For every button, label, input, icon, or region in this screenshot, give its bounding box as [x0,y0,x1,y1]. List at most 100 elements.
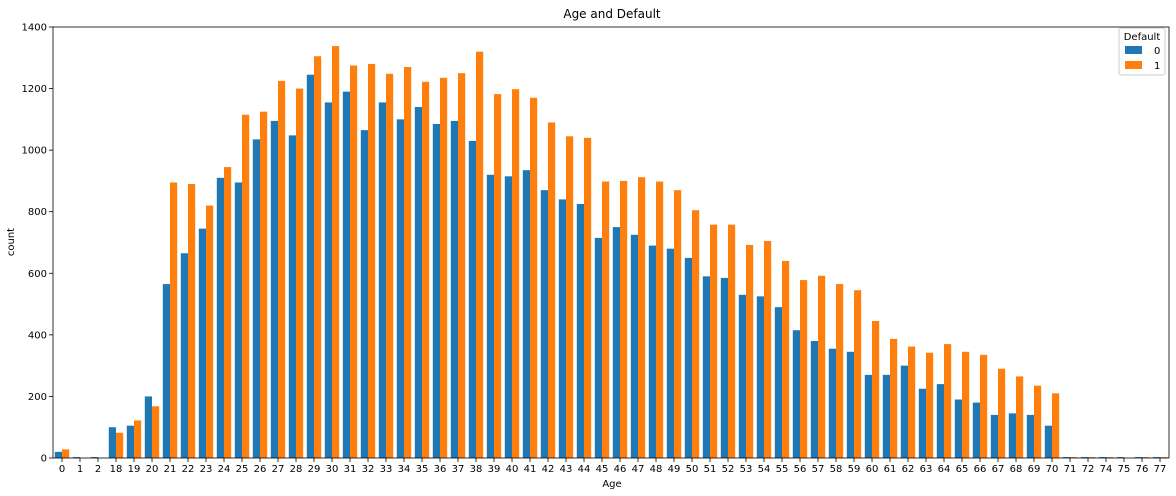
x-tick-label: 41 [524,464,537,475]
x-tick-label: 63 [920,464,933,475]
bar-series-0-age-77 [1152,457,1160,458]
x-tick-label: 37 [452,464,465,475]
x-tick-label: 35 [416,464,429,475]
bar-series-0-age-62 [900,365,908,458]
x-tick-label: 74 [1100,464,1113,475]
bar-series-0-age-36 [432,123,440,458]
y-tick-label: 800 [28,207,47,218]
bar-series-0-age-20 [144,396,152,458]
x-tick-label: 36 [434,464,447,475]
bar-series-0-age-32 [360,130,368,458]
bar-series-1-age-42 [548,122,556,458]
bar-series-1-age-64 [944,344,952,458]
x-tick-label: 60 [866,464,879,475]
bar-series-0-age-66 [972,402,980,458]
x-tick-label: 67 [992,464,1005,475]
legend-items: 01 [1125,46,1160,72]
bar-series-0-age-19 [126,425,134,458]
bar-series-0-age-39 [486,174,494,458]
bar-series-0-age-56 [792,330,800,458]
y-tick-label: 1400 [22,23,47,34]
bar-series-0-age-27 [270,120,278,459]
bar-series-0-age-24 [216,177,224,458]
bar-series-0-age-59 [846,351,854,458]
bar-series-0-age-38 [468,140,476,458]
bar-series-1-age-47 [638,177,646,459]
x-tick-label: 56 [794,464,807,475]
bar-series-0-age-58 [828,348,836,458]
bar-series-0-age-68 [1008,413,1016,458]
x-tick-label: 61 [884,464,897,475]
x-tick-label: 77 [1154,464,1167,475]
bar-series-0-age-18 [108,427,116,458]
x-tick-label: 64 [938,464,951,475]
x-ticks-group: 0 1 2 18 19 20 21 22 23 24 25 26 27 28 29 30 31 32 33 34 35 3… [59,458,1167,475]
bar-series-0-age-61 [882,374,890,458]
bar-series-0-age-67 [990,414,998,458]
bar-series-0-age-22 [180,253,188,458]
bar-series-0-age-29 [306,74,314,458]
bar-series-1-age-70 [1052,393,1060,458]
bar-series-0-age-45 [594,237,602,458]
x-tick-label: 2 [95,464,101,475]
bar-series-1-age-67 [998,368,1006,458]
bar-series-0-age-30 [324,102,332,459]
bar-series-1-age-71 [1070,457,1078,458]
x-tick-label: 46 [614,464,627,475]
x-tick-label: 20 [146,464,159,475]
x-tick-label: 49 [668,464,681,475]
x-tick-label: 70 [1046,464,1059,475]
x-tick-label: 76 [1136,464,1149,475]
bar-series-1-age-19 [134,420,142,458]
bar-series-1-age-59 [854,290,862,458]
legend-swatch-0 [1125,46,1142,54]
bar-series-1-age-48 [656,181,664,459]
bar-series-0-age-70 [1044,425,1052,458]
bar-series-0-age-52 [720,277,728,458]
x-tick-label: 38 [470,464,483,475]
legend: Default 01 [1118,27,1166,76]
bar-series-1-age-22 [188,184,196,458]
bar-series-1-age-74 [1106,457,1114,458]
x-tick-label: 69 [1028,464,1041,475]
y-ticks-group: 0 200 400 600 800 1000 1200 1400 [22,23,53,465]
x-tick-label: 59 [848,464,861,475]
bar-series-1-age-26 [260,111,268,458]
y-tick-label: 0 [41,454,47,465]
legend-label-0: 0 [1154,46,1160,57]
x-tick-label: 29 [308,464,321,475]
bar-series-1-age-25 [242,114,250,459]
bar-series-1-age-40 [512,89,520,458]
x-tick-label: 53 [740,464,753,475]
x-tick-label: 21 [164,464,177,475]
bar-series-1-age-45 [602,181,610,459]
bar-series-0-age-46 [612,227,620,458]
bar-series-0-age-55 [774,307,782,458]
x-tick-label: 72 [1082,464,1095,475]
y-tick-label: 600 [28,269,47,280]
bar-series-1-age-60 [872,321,880,458]
x-tick-label: 18 [110,464,123,475]
bar-series-0-age-35 [414,107,422,458]
bar-series-0-age-71 [1062,457,1070,458]
x-tick-label: 65 [956,464,969,475]
legend-label-1: 1 [1154,61,1160,72]
x-tick-label: 30 [326,464,339,475]
bar-series-0-age-74 [1098,457,1106,458]
bar-series-1-age-46 [620,180,628,458]
x-tick-label: 40 [506,464,519,475]
x-tick-label: 66 [974,464,987,475]
bar-series-1-age-66 [980,354,988,458]
bar-series-0-age-57 [810,341,818,458]
bar-series-1-age-51 [710,224,718,458]
bar-series-1-age-41 [530,97,538,458]
y-axis-label: count [6,228,17,256]
x-tick-label: 28 [290,464,303,475]
y-tick-label: 200 [28,392,47,403]
bar-series-0-age-72 [1080,457,1088,458]
y-tick-label: 1200 [22,84,47,95]
bar-series-1-age-72 [1088,457,1096,458]
bar-series-1-age-18 [116,432,124,458]
bar-series-0-age-1 [72,457,80,458]
